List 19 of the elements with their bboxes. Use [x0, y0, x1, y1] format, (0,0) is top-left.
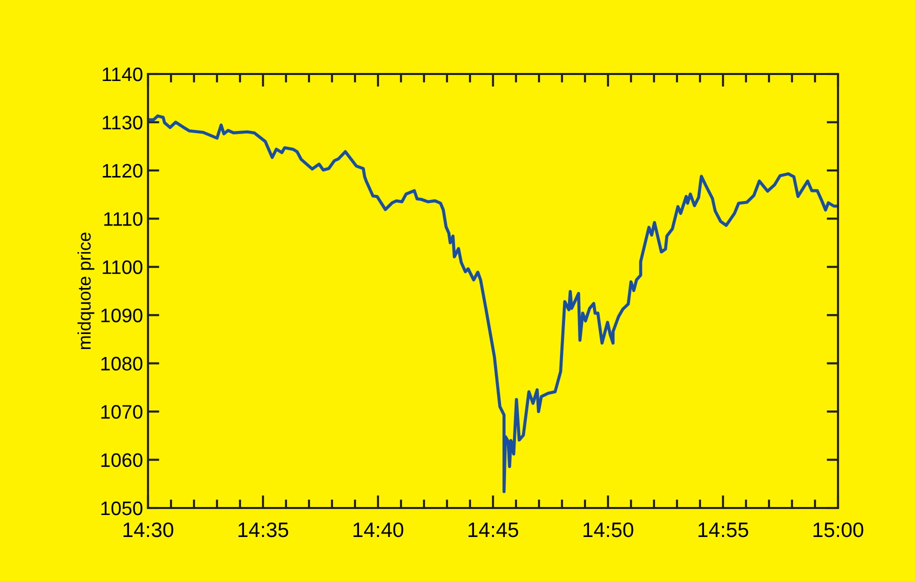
y-tick-label: 1120: [102, 164, 142, 178]
x-tick-label: 15:00: [814, 522, 864, 538]
y-tick-label: 1050: [101, 501, 142, 516]
y-tick-label: 1080: [101, 356, 142, 371]
x-tick-label: 14:50: [584, 522, 634, 538]
x-tick-label: 14:40: [354, 522, 404, 538]
line-series: [148, 114, 838, 494]
y-tick-label: 1130: [102, 116, 142, 130]
x-tick-label: 14:35: [238, 522, 288, 538]
x-tick-label: 14:55: [698, 522, 748, 538]
y-tick-label: 1070: [101, 405, 142, 419]
y-tick-label: 1100: [102, 260, 142, 274]
y-tick-label: 1110: [104, 212, 142, 226]
y-tick-label: 1140: [102, 67, 142, 82]
x-tick-label: 14:30: [124, 522, 174, 538]
y-tick-label: 1090: [101, 308, 142, 322]
y-tick-label: 1060: [101, 453, 142, 468]
x-tick-label: 14:45: [468, 522, 518, 538]
y-axis-title: midquote price: [78, 232, 94, 350]
